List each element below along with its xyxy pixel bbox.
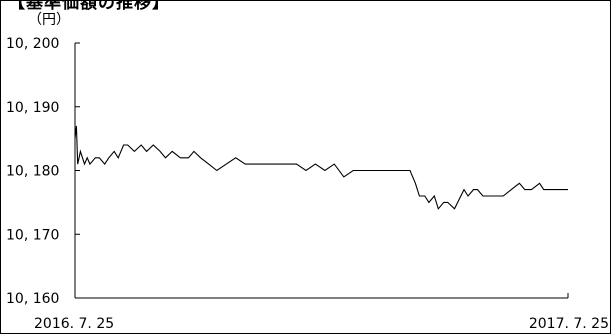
axes [74, 43, 569, 299]
y-axis-unit-label: （円） [28, 12, 70, 28]
series-line [74, 125, 568, 210]
y-tick-label: 10, 190 [6, 100, 59, 116]
y-tick-label: 10, 170 [6, 227, 59, 243]
x-tick-label-start: 2016. 7. 25 [34, 316, 114, 332]
y-tick-label: 10, 200 [6, 36, 59, 52]
x-tick-label-end: 2017. 7. 25 [529, 316, 609, 332]
x-ticks: 2016. 7. 25 2017. 7. 25 [34, 316, 609, 332]
chart-title: 【基準価額の推移】 [8, 0, 170, 13]
y-tick-label: 10, 180 [6, 164, 59, 180]
y-ticks: 10, 160 10, 170 10, 180 10, 190 10, 200 [6, 36, 80, 307]
y-tick-label: 10, 160 [6, 291, 59, 307]
